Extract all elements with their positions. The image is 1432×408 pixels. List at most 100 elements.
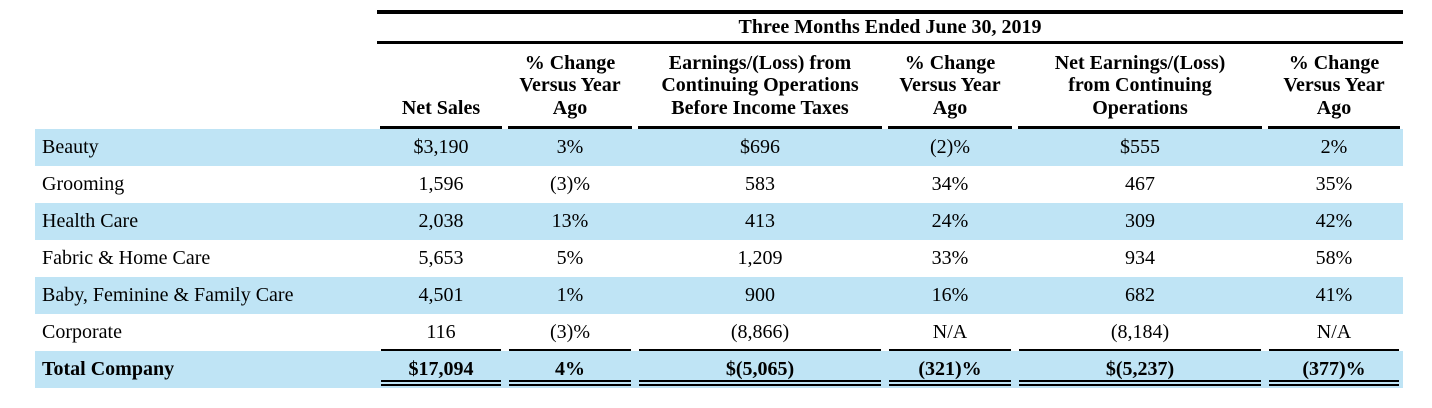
value-cell: 5,653 — [418, 247, 464, 269]
value-cell: 13% — [505, 203, 635, 240]
table-row-baby-feminine-family-care: Baby, Feminine & Family Care 4,501 1% 90… — [35, 277, 1404, 314]
value-cell: 35% — [1315, 173, 1353, 195]
column-header-label: % Change Versus Year Ago — [899, 51, 1001, 119]
column-header-label: Net Sales — [401, 96, 481, 119]
value-cell: (3)% — [550, 173, 590, 195]
period-title: Three Months Ended June 30, 2019 — [377, 10, 1404, 44]
value-cell: 934 — [1125, 247, 1155, 269]
row-label: Baby, Feminine & Family Care — [35, 277, 377, 314]
value-cell: $17,094 — [377, 351, 505, 388]
value-cell: N/A — [885, 314, 1015, 351]
value-cell: 682 — [1015, 277, 1265, 314]
column-header-pct-change-1: % Change Versus Year Ago — [505, 42, 635, 129]
column-header-row: Net Sales % Change Versus Year Ago Earni… — [35, 42, 1403, 129]
column-header-label: % Change Versus Year Ago — [1283, 51, 1385, 119]
value-cell: (377)% — [1265, 351, 1404, 388]
column-header-label: % Change Versus Year Ago — [519, 51, 621, 119]
header-underline — [888, 126, 1012, 129]
value-cell: $696 — [635, 129, 885, 166]
table-row-beauty: Beauty $3,190 3% $696 (2)% $555 2% — [35, 129, 1404, 166]
cell-text: $(5,237) — [1105, 358, 1175, 380]
value-cell: 34% — [931, 173, 969, 195]
value-cell: 5% — [556, 247, 584, 269]
value-cell: $3,190 — [377, 129, 505, 166]
value-cell: 4,501 — [377, 277, 505, 314]
row-label: Corporate — [42, 321, 122, 343]
value-cell: 1,209 — [737, 247, 783, 269]
value-cell: 2,038 — [377, 203, 505, 240]
row-label: Total Company — [35, 351, 377, 388]
value-cell: (3)% — [505, 314, 635, 351]
column-header-pct-change-3: % Change Versus Year Ago — [1265, 42, 1403, 129]
value-cell: (8,184) — [1015, 314, 1265, 351]
cell-text: (377)% — [1302, 358, 1366, 380]
label-column-header — [35, 42, 377, 129]
double-rule — [1019, 380, 1261, 386]
column-header-label: Net Earnings/(Loss) from Continuing Oper… — [1054, 51, 1226, 119]
header-underline — [508, 126, 632, 129]
double-rule — [639, 380, 881, 386]
single-rule — [509, 349, 631, 351]
single-rule — [1269, 349, 1400, 351]
value-cell: (321)% — [885, 351, 1015, 388]
double-rule — [1269, 380, 1400, 386]
value-cell: $555 — [1015, 129, 1265, 166]
cell-text: (8,866) — [730, 321, 790, 343]
cell-text: (3)% — [550, 321, 590, 343]
row-label: Grooming — [42, 173, 125, 195]
double-rule — [509, 380, 631, 386]
value-cell: 24% — [885, 203, 1015, 240]
row-label: Beauty — [35, 129, 377, 166]
value-cell: 41% — [1265, 277, 1404, 314]
value-cell: 16% — [885, 277, 1015, 314]
column-header-earnings: Earnings/(Loss) from Continuing Operatio… — [635, 42, 885, 129]
cell-text: 116 — [426, 321, 456, 343]
cell-text: $(5,065) — [725, 358, 795, 380]
value-cell: 3% — [505, 129, 635, 166]
value-cell: 1% — [505, 277, 635, 314]
value-cell: (8,866) — [635, 314, 885, 351]
financial-results-page: Three Months Ended June 30, 2019 Net Sal… — [35, 10, 1404, 388]
value-cell: $(5,065) — [635, 351, 885, 388]
table-row-health-care: Health Care 2,038 13% 413 24% 309 42% — [35, 203, 1404, 240]
value-cell: 2% — [1265, 129, 1404, 166]
cell-text: N/A — [932, 321, 968, 343]
single-rule — [639, 349, 881, 351]
table-row-total-company: Total Company $17,094 4% $(5,065) (321)%… — [35, 351, 1404, 388]
value-cell: 58% — [1315, 247, 1353, 269]
value-cell: 467 — [1125, 173, 1155, 195]
segment-results-table: Three Months Ended June 30, 2019 Net Sal… — [35, 10, 1404, 388]
cell-text: N/A — [1316, 321, 1352, 343]
cell-text: 4% — [555, 358, 585, 380]
table-row-grooming: Grooming 1,596 (3)% 583 34% 467 35% — [35, 166, 1403, 203]
header-underline — [380, 126, 502, 129]
row-label: Fabric & Home Care — [42, 247, 211, 269]
double-rule — [381, 380, 501, 386]
column-header-pct-change-2: % Change Versus Year Ago — [885, 42, 1015, 129]
double-rule — [889, 380, 1011, 386]
value-cell: 33% — [931, 247, 969, 269]
value-cell: 900 — [635, 277, 885, 314]
cell-text: (8,184) — [1110, 321, 1170, 343]
value-cell: 413 — [635, 203, 885, 240]
value-cell: 42% — [1265, 203, 1404, 240]
value-cell: 583 — [745, 173, 775, 195]
single-rule — [381, 349, 501, 351]
column-header-net-sales: Net Sales — [377, 42, 505, 129]
single-rule — [889, 349, 1011, 351]
value-cell: (2)% — [885, 129, 1015, 166]
value-cell: 116 — [377, 314, 505, 351]
header-underline — [638, 126, 882, 129]
value-cell: 309 — [1015, 203, 1265, 240]
value-cell: 1,596 — [418, 173, 464, 195]
value-cell: 4% — [505, 351, 635, 388]
cell-text: (321)% — [918, 358, 982, 380]
corner-cell — [35, 12, 377, 42]
table-row-corporate: Corporate 116 (3)% (8,866) N/A (8,184) N… — [35, 314, 1403, 351]
column-header-label: Earnings/(Loss) from Continuing Operatio… — [661, 51, 859, 119]
row-label: Health Care — [35, 203, 377, 240]
header-underline — [1268, 126, 1401, 129]
single-rule — [1019, 349, 1261, 351]
period-header-row: Three Months Ended June 30, 2019 — [35, 10, 1404, 44]
column-header-net-earnings: Net Earnings/(Loss) from Continuing Oper… — [1015, 42, 1265, 129]
